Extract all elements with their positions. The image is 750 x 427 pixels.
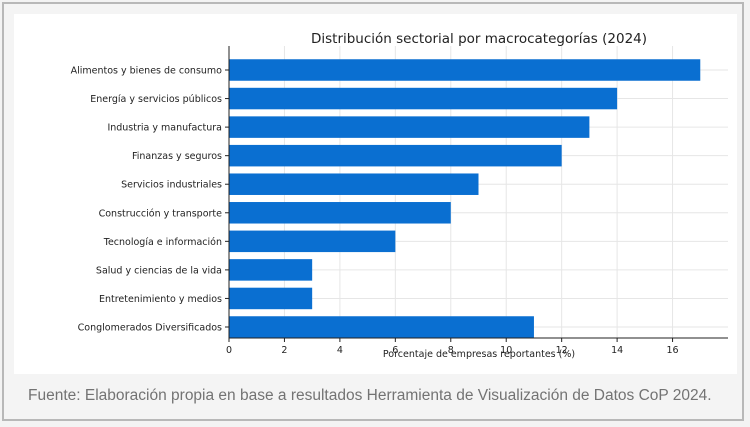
- bar: [229, 287, 313, 310]
- x-tick-label: 0: [226, 345, 232, 356]
- category-label: Energía y servicios públicos: [90, 94, 222, 105]
- x-tick-label: 2: [281, 345, 287, 356]
- category-label: Alimentos y bienes de consumo: [71, 66, 223, 77]
- x-tick-label: 14: [611, 345, 623, 356]
- chart-card: Distribución sectorial por macrocategorí…: [14, 14, 737, 374]
- category-label: Tecnología e información: [103, 237, 222, 248]
- bar: [229, 87, 618, 110]
- category-label: Conglomerados Diversificados: [78, 323, 222, 334]
- category-labels: Alimentos y bienes de consumo Energía y s…: [71, 66, 229, 334]
- source-note: Fuente: Elaboración propia en base a res…: [28, 387, 712, 404]
- bar: [229, 173, 479, 195]
- bar: [229, 316, 534, 338]
- x-tick-label: 8: [448, 345, 454, 356]
- category-label: Finanzas y seguros: [132, 151, 222, 162]
- category-label: Construcción y transporte: [99, 208, 223, 219]
- bar: [229, 202, 451, 224]
- x-ticks: 0 2 4 6 8 10 12 14 16: [226, 338, 679, 356]
- x-tick-label: 10: [500, 345, 512, 356]
- bar: [229, 230, 396, 253]
- x-tick-label: 16: [667, 345, 679, 356]
- bar-chart: Distribución sectorial por macrocategorí…: [71, 31, 728, 360]
- bars: [229, 59, 701, 338]
- x-tick-label: 12: [556, 345, 568, 356]
- x-axis-label: Porcentaje de empresas reportantes (%): [383, 349, 575, 360]
- bar: [229, 144, 562, 167]
- bar: [229, 59, 701, 81]
- chart-title: Distribución sectorial por macrocategorí…: [311, 31, 647, 47]
- x-tick-label: 4: [337, 345, 343, 356]
- category-label: Salud y ciencias de la vida: [96, 265, 222, 276]
- category-label: Servicios industriales: [121, 180, 222, 191]
- bar: [229, 259, 313, 281]
- x-tick-label: 6: [392, 345, 398, 356]
- category-label: Industria y manufactura: [107, 123, 222, 134]
- category-label: Entretenimiento y medios: [99, 294, 222, 305]
- figure-frame: Distribución sectorial por macrocategorí…: [2, 2, 744, 421]
- bar: [229, 116, 590, 138]
